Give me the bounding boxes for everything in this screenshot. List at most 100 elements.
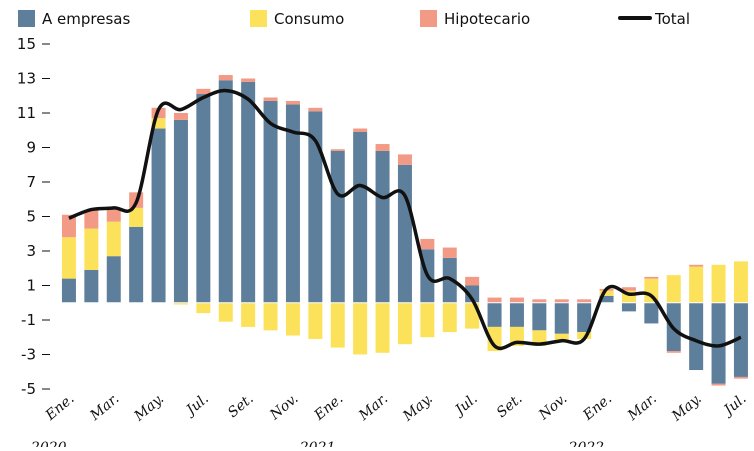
bar-segment — [465, 285, 480, 303]
bar-segment — [106, 256, 121, 303]
bar-segment — [666, 351, 681, 353]
bar-segment — [465, 276, 480, 286]
bar-segment — [532, 302, 547, 331]
bar-segment — [711, 302, 726, 384]
bar-segment — [263, 100, 278, 303]
bar-segment — [61, 214, 76, 238]
bar-segment — [577, 332, 592, 339]
bar-segment — [711, 264, 726, 303]
legend-swatch — [420, 10, 437, 27]
x-tick-label: Mar. — [87, 391, 123, 425]
bar-segment — [218, 75, 233, 81]
bar-segment — [129, 226, 144, 303]
x-tick-label: Mar. — [355, 391, 391, 425]
bar-segment — [733, 261, 748, 303]
bar-segment — [263, 302, 278, 331]
legend-label: Total — [654, 10, 690, 28]
bar-segment — [397, 164, 412, 303]
bar-segment — [173, 302, 188, 305]
legend-label: Hipotecario — [444, 10, 530, 28]
bar-segment — [241, 81, 256, 303]
x-tick-label: Ene. — [580, 391, 616, 424]
bar-segment — [308, 111, 323, 303]
bar-segment — [644, 276, 659, 279]
x-tick-label: Nov. — [535, 391, 570, 424]
bar-segment — [621, 287, 636, 291]
bar-segment — [353, 131, 368, 303]
bar-segment — [84, 228, 99, 270]
bar-segment — [644, 278, 659, 303]
bar-segment — [106, 207, 121, 222]
y-tick-label: 1 — [26, 277, 36, 295]
bar-segment — [84, 269, 99, 303]
bar-segment — [285, 104, 300, 303]
bar-segment — [532, 330, 547, 346]
x-tick-label: Jul. — [450, 391, 481, 420]
bar-segment — [689, 302, 704, 371]
bar-segment — [733, 376, 748, 379]
bar-segment — [218, 302, 233, 322]
bar-segment — [353, 302, 368, 355]
bar-segment — [420, 238, 435, 250]
bar-segment — [375, 144, 390, 151]
bar-segment — [263, 97, 278, 101]
y-tick-label: -3 — [21, 346, 36, 364]
x-tick-label: May. — [399, 391, 435, 425]
x-tick-label: Jul. — [719, 391, 750, 420]
bar-segment — [554, 333, 569, 343]
bar-segment — [285, 100, 300, 105]
bar-segment — [487, 297, 502, 303]
bar-segment — [129, 207, 144, 227]
bar-segment — [420, 302, 435, 338]
legend-swatch — [250, 10, 267, 27]
bar-segment — [241, 78, 256, 82]
x-tick-label: Set. — [494, 391, 526, 421]
bar-segment — [151, 128, 166, 303]
bar-segment — [397, 302, 412, 345]
bar-segment — [330, 150, 345, 303]
y-tick-label: 3 — [26, 242, 36, 260]
x-tick-label: May. — [131, 391, 167, 425]
bar-segment — [196, 302, 211, 314]
bar-segment — [285, 302, 300, 336]
bar-segment — [308, 302, 323, 339]
year-label: 2020 — [30, 440, 67, 447]
bar-segment — [173, 113, 188, 120]
legend-swatch — [18, 10, 35, 27]
bar-segment — [241, 302, 256, 327]
bar-segment — [554, 299, 569, 303]
bar-segment — [621, 302, 636, 312]
y-tick-label: 9 — [26, 139, 36, 157]
bar-segment — [666, 275, 681, 303]
bar-segment — [644, 302, 659, 324]
bar-segment — [308, 107, 323, 112]
bar-segment — [442, 302, 457, 333]
bar-segment — [599, 295, 614, 303]
bar-segment — [532, 299, 547, 303]
bar-segment — [353, 128, 368, 132]
bar-segment — [196, 88, 211, 95]
y-tick-label: -5 — [21, 380, 36, 398]
x-tick-label: Ene. — [42, 391, 78, 424]
bar-segment — [218, 80, 233, 303]
bar-segment — [330, 302, 345, 348]
x-tick-label: May. — [668, 391, 704, 425]
bar-segment — [173, 119, 188, 303]
bar-segment — [442, 247, 457, 258]
bar-segment — [554, 302, 569, 334]
bar-segment — [733, 302, 748, 377]
bar-segment — [577, 302, 592, 333]
bar-segment — [711, 383, 726, 386]
total-line — [68, 88, 742, 351]
year-label: 2022 — [568, 440, 605, 447]
bar-segment — [509, 297, 524, 303]
bar-segment — [689, 266, 704, 303]
y-tick-label: 7 — [26, 173, 36, 191]
year-label: 2021 — [299, 440, 336, 447]
y-tick-label: 13 — [17, 70, 36, 88]
bar-segment — [487, 302, 502, 327]
y-tick-label: -1 — [21, 311, 36, 329]
bar-segment — [106, 221, 121, 257]
x-tick-label: Set. — [225, 391, 257, 421]
